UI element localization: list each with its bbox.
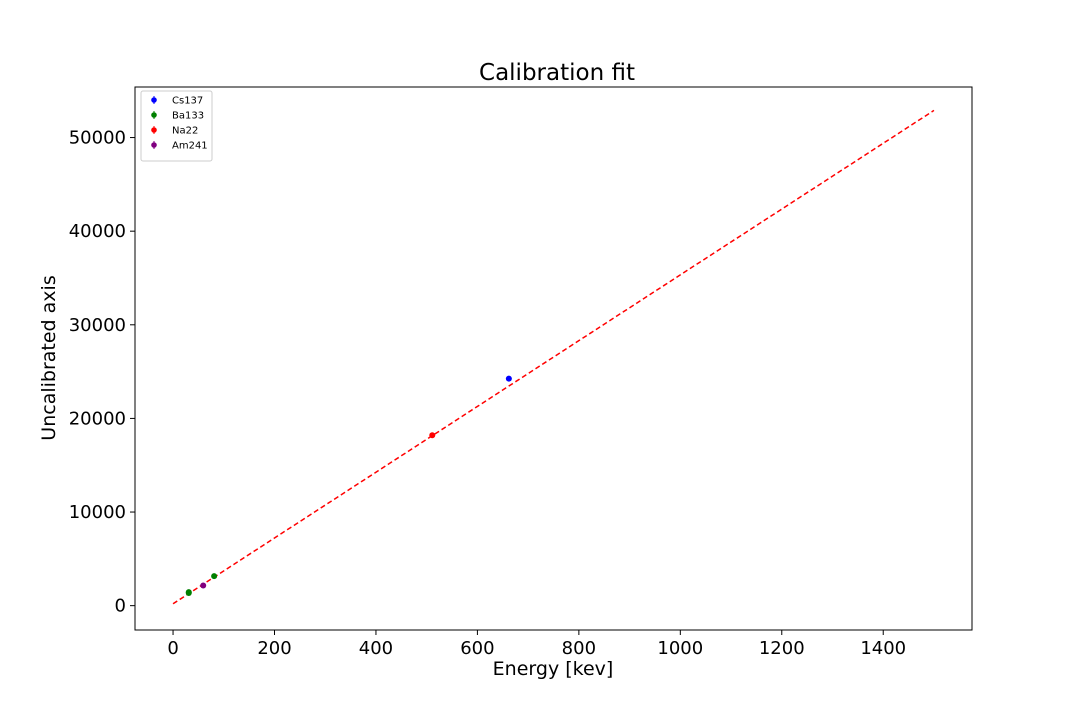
data-point-na22 — [429, 432, 436, 439]
data-point-am241 — [200, 582, 207, 589]
y-tick-label: 20000 — [69, 408, 126, 429]
y-tick-label: 40000 — [69, 221, 126, 242]
y-axis: 0 10000 20000 30000 40000 50000 — [69, 128, 135, 617]
legend-box — [140, 90, 213, 162]
plot-background — [135, 87, 972, 630]
y-tick-label: 30000 — [69, 315, 126, 336]
x-tick-label: 1400 — [860, 638, 906, 659]
x-tick-label: 600 — [460, 638, 494, 659]
legend-marker — [151, 142, 157, 148]
legend-label-ba133: Ba133 — [172, 111, 204, 122]
x-tick-label: 800 — [562, 638, 596, 659]
legend-marker — [151, 127, 157, 133]
data-point-ba133 — [185, 589, 192, 596]
legend-marker — [151, 112, 157, 118]
fit-layer — [172, 109, 935, 605]
legend-label-cs137: Cs137 — [172, 96, 203, 107]
x-tick-label: 1200 — [759, 638, 805, 659]
data-point-ba133 — [211, 573, 218, 580]
plot-frame — [134, 86, 973, 631]
x-tick-label: 0 — [167, 638, 178, 659]
data-point-cs137 — [505, 375, 512, 382]
x-axis-label: Energy [kev] — [493, 658, 614, 680]
legend-label-na22: Na22 — [172, 126, 198, 137]
x-tick-label: 200 — [257, 638, 291, 659]
y-tick-label: 10000 — [69, 502, 126, 523]
legend: Cs137 Ba133 Na22 Am241 — [140, 90, 213, 162]
x-axis: 0 200 400 600 800 1000 1200 1400 — [167, 630, 906, 659]
y-tick-label: 50000 — [69, 128, 126, 149]
x-tick-label: 1000 — [657, 638, 703, 659]
chart-title: Calibration fit — [479, 60, 635, 86]
points-layer — [185, 375, 512, 597]
legend-label-am241: Am241 — [172, 141, 208, 152]
x-tick-label: 400 — [359, 638, 393, 659]
fit-line — [172, 109, 935, 605]
legend-marker — [151, 97, 157, 103]
y-axis-label: Uncalibrated axis — [38, 275, 60, 440]
y-tick-label: 0 — [115, 596, 126, 617]
